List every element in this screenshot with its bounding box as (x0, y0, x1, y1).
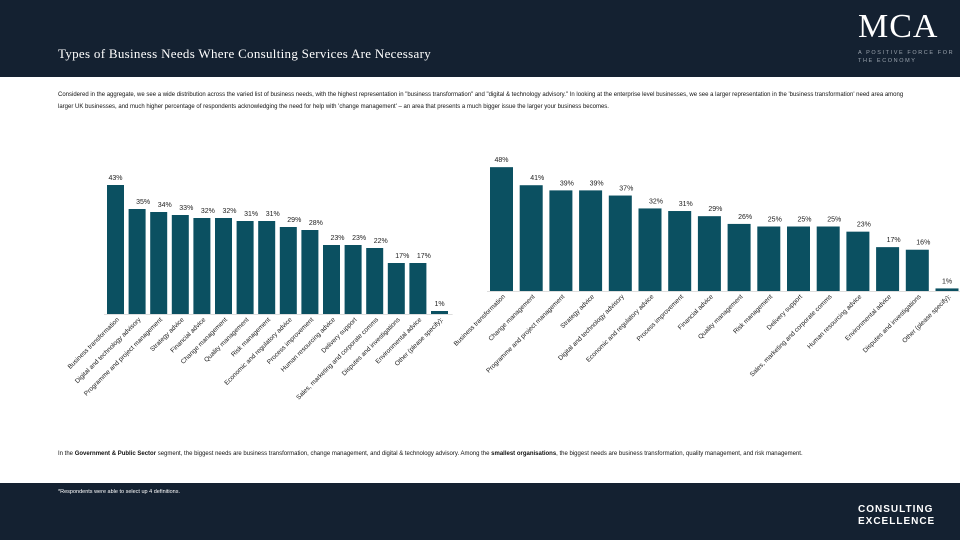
bar (193, 218, 211, 314)
data-label: 23% (352, 235, 366, 242)
data-label: 43% (108, 175, 122, 182)
bar (387, 263, 405, 314)
data-label: 29% (287, 217, 301, 224)
bar (549, 190, 573, 291)
data-label: 35% (136, 199, 150, 206)
category-label: Disputes and investigations (862, 293, 923, 354)
data-label: 48% (494, 157, 508, 164)
bar (236, 221, 254, 314)
bar (258, 221, 276, 314)
bar (579, 190, 603, 291)
bar (344, 245, 362, 314)
data-label: 32% (649, 198, 663, 205)
data-label: 17% (887, 237, 901, 244)
page-title: Types of Business Needs Where Consulting… (58, 46, 432, 61)
bar (301, 230, 319, 314)
data-label: 28% (309, 220, 323, 227)
data-label: 25% (768, 217, 782, 224)
bar (490, 167, 513, 291)
category-label: Programme and project management (83, 316, 164, 397)
bar (279, 227, 297, 314)
category-label: Human resourcing advice (806, 293, 863, 350)
data-label: 22% (374, 238, 388, 245)
data-label: 31% (679, 201, 693, 208)
intro-text: Considered in the aggregate, we see a wi… (58, 92, 904, 110)
bar (727, 223, 751, 291)
summary-note: In the Government & Public Sector segmen… (58, 451, 803, 457)
data-label: 39% (590, 180, 604, 187)
category-label: Risk management (230, 316, 272, 358)
data-label: 31% (244, 211, 258, 218)
data-label: 41% (530, 175, 544, 182)
bar (107, 185, 124, 314)
data-label: 31% (266, 211, 280, 218)
data-label: 23% (857, 222, 871, 229)
bar (787, 226, 810, 291)
data-label: 17% (395, 253, 409, 260)
bar (638, 208, 662, 291)
data-label: 1% (434, 301, 444, 308)
data-label: 26% (738, 214, 752, 221)
data-label: 29% (708, 206, 722, 213)
bar (697, 216, 721, 291)
header-bar (0, 0, 960, 77)
consulting-excellence-logo: CONSULTING EXCELLENCE (858, 504, 936, 527)
bar (323, 245, 340, 314)
bar (409, 263, 427, 314)
bar (215, 218, 232, 314)
data-label: 17% (417, 253, 431, 260)
bar (816, 226, 840, 291)
data-label: 25% (827, 217, 841, 224)
bar (905, 249, 929, 291)
data-label: 33% (179, 205, 193, 212)
data-label: 32% (201, 208, 215, 215)
bar (171, 215, 189, 314)
footnote: *Respondents were able to select up 4 de… (58, 489, 180, 495)
bar (519, 185, 543, 291)
bar (128, 209, 146, 314)
data-label: 1% (942, 278, 952, 285)
bar (150, 212, 168, 314)
mca-tagline: A POSITIVE FORCE FOR THE ECONOMY (858, 50, 955, 64)
bar (846, 231, 870, 291)
bar (431, 311, 448, 314)
bar (935, 288, 959, 291)
data-label: 39% (560, 180, 574, 187)
bar (608, 195, 632, 291)
bar (668, 211, 692, 291)
data-label: 16% (916, 240, 930, 247)
data-label: 32% (222, 208, 236, 215)
bar (757, 226, 781, 291)
data-label: 37% (619, 186, 633, 193)
footer-bar (0, 483, 960, 540)
bar (876, 247, 900, 291)
category-label: Sales, marketing and corporate comms (295, 316, 380, 401)
bar (366, 248, 384, 314)
data-label: 25% (797, 217, 811, 224)
data-label: 23% (330, 235, 344, 242)
mca-logo: MCA (858, 8, 939, 45)
category-label: Business transformation (453, 293, 508, 348)
data-label: 34% (158, 202, 172, 209)
